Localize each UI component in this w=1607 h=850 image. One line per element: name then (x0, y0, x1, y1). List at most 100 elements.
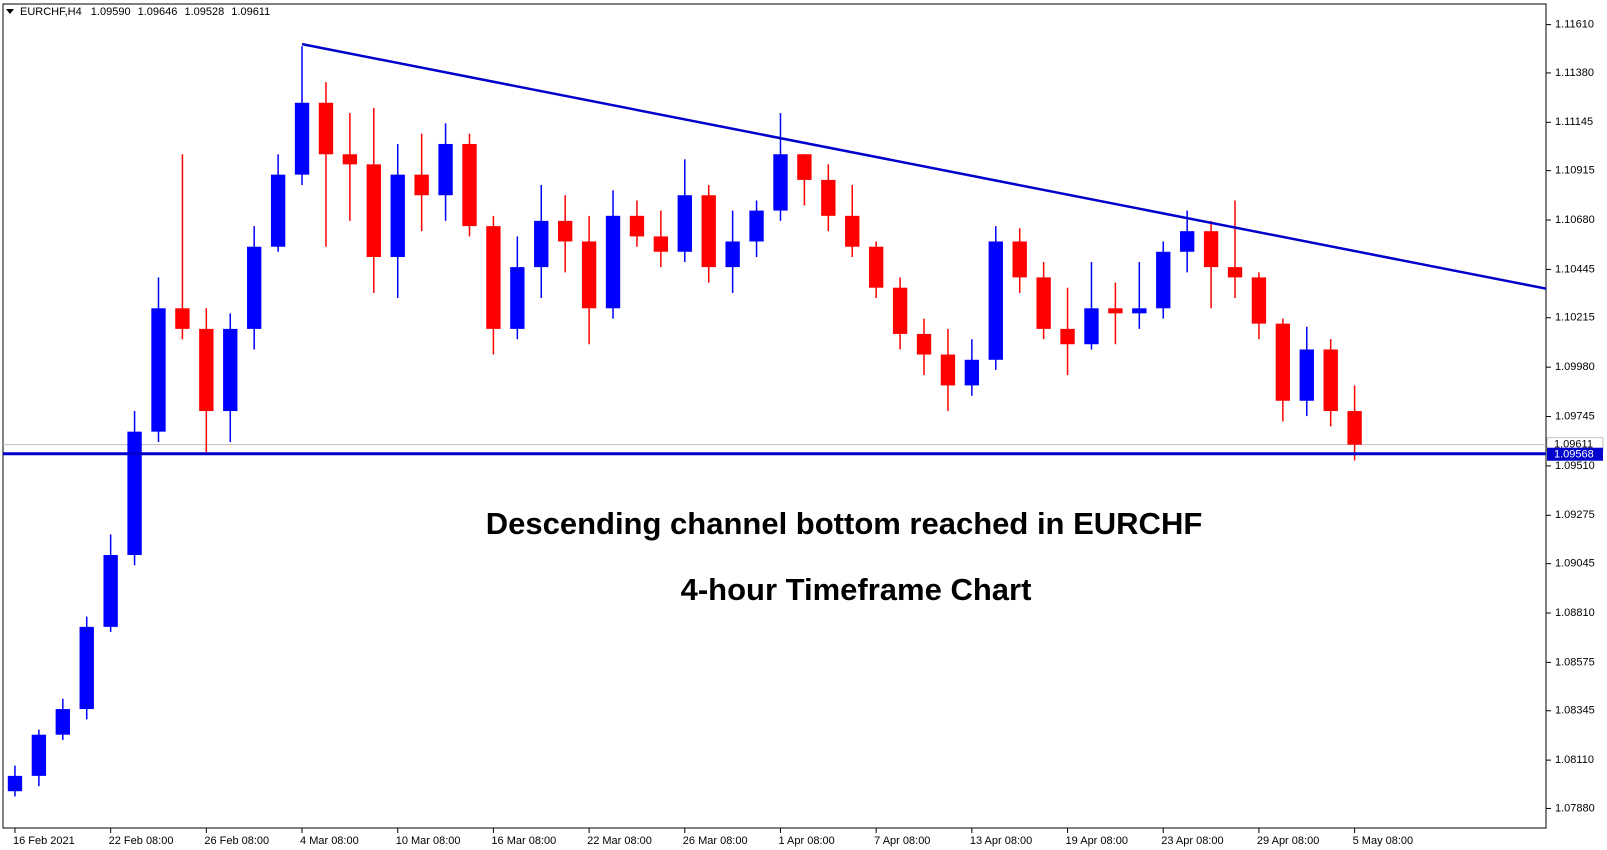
support-price-label: 1.09568 (1554, 449, 1594, 461)
candle-body (1323, 349, 1338, 412)
y-tick-label: 1.08345 (1555, 705, 1595, 717)
candle-body (1012, 241, 1027, 278)
x-tick-label: 29 Apr 08:00 (1257, 835, 1319, 847)
x-tick-label: 4 Mar 08:00 (300, 835, 359, 847)
candle-body (749, 210, 764, 242)
candle-body (940, 354, 956, 386)
candle-body (1060, 328, 1075, 345)
x-tick-label: 22 Mar 08:00 (587, 835, 652, 847)
y-tick-label: 1.09510 (1555, 460, 1595, 472)
candle-body (1179, 231, 1195, 252)
candle-body (1227, 267, 1243, 278)
candle-body (725, 241, 740, 268)
candle-body (1203, 231, 1219, 268)
candle-body (342, 154, 358, 165)
candle-body (581, 241, 597, 309)
symbol: EURCHF,H4 (20, 6, 82, 18)
candle-body (462, 143, 477, 227)
x-tick-label: 16 Mar 08:00 (491, 835, 556, 847)
header-close: 1.09611 (231, 6, 270, 18)
candle-body (797, 154, 812, 180)
x-tick-label: 26 Feb 08:00 (204, 835, 269, 847)
x-tick-label: 22 Feb 08:00 (109, 835, 174, 847)
candle-body (31, 734, 47, 776)
support-price-box (1547, 447, 1603, 461)
x-tick-label: 26 Mar 08:00 (683, 835, 748, 847)
candle-body (605, 215, 621, 309)
candle-body (270, 174, 286, 247)
annotation: 4-hour Timeframe Chart (681, 572, 1032, 607)
candle-body (1084, 308, 1099, 345)
x-tick-label: 1 Apr 08:00 (778, 835, 834, 847)
candle-body (103, 555, 118, 627)
header-open: 1.09590 (91, 6, 131, 18)
candle-body (247, 246, 262, 329)
candle-body (1275, 323, 1291, 401)
candle-body (1156, 251, 1171, 309)
candle-body (366, 164, 381, 258)
candle-body (175, 308, 190, 329)
candle-body (223, 328, 238, 412)
y-tick-label: 1.10915 (1555, 165, 1595, 177)
x-tick-label: 13 Apr 08:00 (970, 835, 1032, 847)
candle-body (510, 267, 525, 329)
candle-body (1132, 308, 1147, 314)
x-tick-label: 19 Apr 08:00 (1066, 835, 1128, 847)
candle-body (199, 328, 214, 412)
candle-body (534, 220, 549, 268)
x-tick-label: 16 Feb 2021 (13, 835, 75, 847)
candle-body (821, 179, 836, 216)
candle-body (318, 102, 334, 155)
candle-body (294, 102, 310, 175)
y-tick-label: 1.08575 (1555, 656, 1595, 668)
y-tick-label: 1.09045 (1555, 558, 1595, 570)
candle-body (1251, 277, 1267, 324)
menu-triangle (6, 9, 14, 14)
candle-body (868, 246, 884, 288)
y-tick-label: 1.07880 (1555, 802, 1595, 814)
y-tick-label: 1.09745 (1555, 410, 1595, 422)
y-tick-label: 1.11380 (1555, 67, 1594, 79)
y-tick-label: 1.08110 (1555, 754, 1594, 766)
candle-body (151, 308, 166, 432)
plot (3, 42, 1546, 797)
annotation: Descending channel bottom reached in EUR… (486, 506, 1203, 541)
current-price-label: 1.09611 (1554, 439, 1593, 451)
candle-body (964, 359, 980, 386)
candle-body (845, 215, 860, 247)
candle-body (653, 236, 669, 252)
candle-body (438, 143, 453, 196)
header: EURCHF,H4 1.09590 1.09646 1.09528 1.0961… (20, 6, 270, 18)
candle-body (1347, 411, 1362, 445)
header-low: 1.09528 (184, 6, 224, 18)
y-tick-label: 1.11145 (1555, 116, 1593, 128)
candle-body (1108, 308, 1123, 314)
candle-body (558, 220, 573, 242)
x-tick-label: 7 Apr 08:00 (874, 835, 930, 847)
candle-body (988, 241, 1003, 360)
x-tick-label: 5 May 08:00 (1353, 835, 1414, 847)
candle-body (677, 195, 692, 252)
candle-body (629, 215, 645, 237)
candle-body (7, 775, 23, 792)
candle-body (916, 333, 932, 355)
y-tick-label: 1.10680 (1555, 214, 1595, 226)
candle-body (55, 709, 70, 735)
x-tick-label: 23 Apr 08:00 (1161, 835, 1223, 847)
candle-body (773, 154, 788, 211)
x-tick-label: 10 Mar 08:00 (396, 835, 461, 847)
candle-body (79, 626, 94, 710)
candle-body (1299, 349, 1314, 401)
y-tick-label: 1.11610 (1555, 19, 1594, 31)
y-tick-label: 1.09980 (1555, 361, 1595, 373)
candle-body (486, 226, 501, 329)
candle-body (390, 174, 405, 258)
y-tick-label: 1.08810 (1555, 607, 1595, 619)
candle-body (892, 287, 908, 334)
plot-frame (2, 3, 1547, 829)
y-tick-label: 1.10215 (1555, 312, 1595, 324)
candle-body (414, 174, 429, 196)
y-tick-label: 1.09275 (1555, 509, 1595, 521)
